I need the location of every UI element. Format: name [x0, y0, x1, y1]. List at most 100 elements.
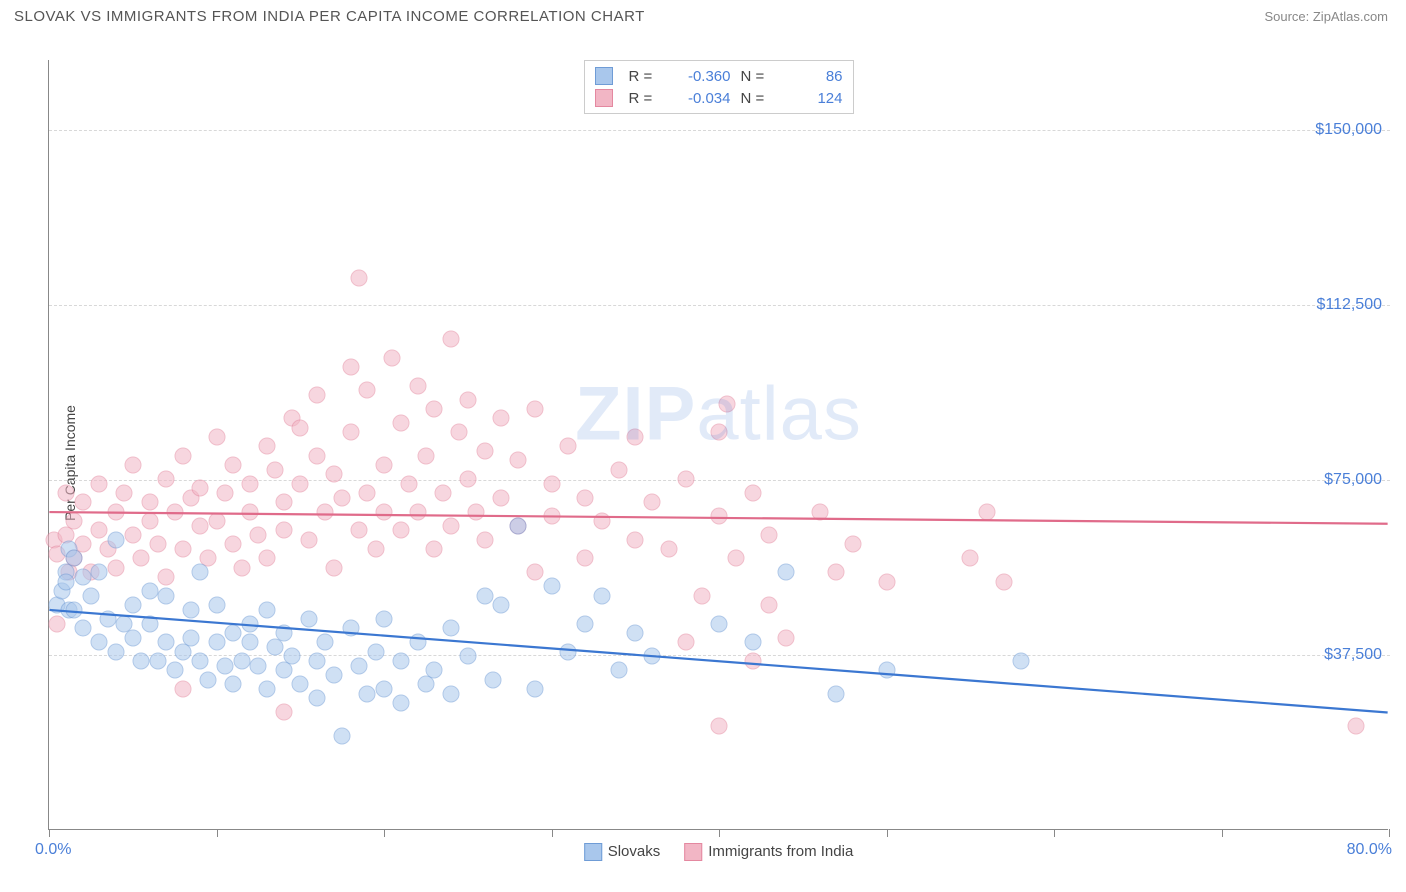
data-point-slovaks — [225, 676, 242, 693]
r-value-slovaks: -0.360 — [669, 68, 731, 85]
data-point-slovaks — [526, 681, 543, 698]
data-point-india — [459, 391, 476, 408]
data-point-slovaks — [233, 653, 250, 670]
data-point-india — [476, 531, 493, 548]
r-label: R = — [629, 68, 659, 85]
data-point-india — [258, 550, 275, 567]
data-point-india — [468, 503, 485, 520]
data-point-india — [811, 503, 828, 520]
correlation-legend: R = -0.360 N = 86 R = -0.034 N = 124 — [584, 60, 854, 114]
data-point-india — [392, 522, 409, 539]
data-point-slovaks — [74, 620, 91, 637]
data-point-india — [250, 527, 267, 544]
swatch-slovaks — [595, 67, 613, 85]
data-point-india — [275, 494, 292, 511]
data-point-slovaks — [309, 690, 326, 707]
data-point-slovaks — [191, 653, 208, 670]
data-point-slovaks — [66, 601, 83, 618]
data-point-india — [711, 424, 728, 441]
data-point-slovaks — [283, 648, 300, 665]
data-point-india — [995, 573, 1012, 590]
data-point-india — [845, 536, 862, 553]
data-point-slovaks — [744, 634, 761, 651]
data-point-slovaks — [1012, 653, 1029, 670]
data-point-slovaks — [350, 657, 367, 674]
data-point-slovaks — [133, 653, 150, 670]
data-point-slovaks — [141, 615, 158, 632]
data-point-slovaks — [216, 657, 233, 674]
data-point-india — [275, 522, 292, 539]
data-point-india — [275, 704, 292, 721]
data-point-slovaks — [376, 611, 393, 628]
data-point-india — [376, 457, 393, 474]
data-point-slovaks — [91, 634, 108, 651]
data-point-india — [744, 653, 761, 670]
gridline — [49, 305, 1390, 306]
data-point-india — [560, 438, 577, 455]
data-point-india — [166, 503, 183, 520]
data-point-india — [334, 489, 351, 506]
data-point-india — [225, 536, 242, 553]
data-point-india — [577, 489, 594, 506]
data-point-india — [342, 424, 359, 441]
data-point-india — [292, 475, 309, 492]
data-point-slovaks — [158, 587, 175, 604]
data-point-india — [434, 485, 451, 502]
data-point-slovaks — [242, 634, 259, 651]
data-point-india — [593, 513, 610, 530]
data-point-india — [225, 457, 242, 474]
x-tick — [217, 829, 218, 837]
chart-container: Per Capita Income R = -0.360 N = 86 R = … — [0, 34, 1406, 892]
data-point-india — [610, 461, 627, 478]
data-point-india — [359, 382, 376, 399]
data-point-slovaks — [443, 620, 460, 637]
data-point-slovaks — [66, 550, 83, 567]
data-point-slovaks — [644, 648, 661, 665]
x-tick — [384, 829, 385, 837]
data-point-india — [359, 485, 376, 502]
data-point-india — [191, 480, 208, 497]
data-point-slovaks — [166, 662, 183, 679]
data-point-slovaks — [878, 662, 895, 679]
x-tick — [49, 829, 50, 837]
data-point-india — [426, 401, 443, 418]
r-label: R = — [629, 90, 659, 107]
data-point-slovaks — [543, 578, 560, 595]
data-point-india — [124, 527, 141, 544]
data-point-india — [367, 541, 384, 558]
chart-title: SLOVAK VS IMMIGRANTS FROM INDIA PER CAPI… — [14, 8, 645, 25]
x-axis-min-label: 0.0% — [35, 841, 71, 859]
data-point-india — [384, 349, 401, 366]
legend-row-india: R = -0.034 N = 124 — [595, 87, 843, 109]
data-point-slovaks — [183, 601, 200, 618]
data-point-slovaks — [627, 625, 644, 642]
data-point-slovaks — [242, 615, 259, 632]
data-point-india — [476, 443, 493, 460]
data-point-india — [208, 429, 225, 446]
y-tick-label: $37,500 — [1324, 646, 1382, 664]
data-point-india — [325, 559, 342, 576]
data-point-slovaks — [258, 681, 275, 698]
data-point-india — [91, 475, 108, 492]
data-point-india — [309, 387, 326, 404]
data-point-slovaks — [275, 625, 292, 642]
data-point-india — [962, 550, 979, 567]
r-value-india: -0.034 — [669, 90, 731, 107]
data-point-india — [325, 466, 342, 483]
data-point-india — [526, 401, 543, 418]
data-point-slovaks — [124, 629, 141, 646]
data-point-slovaks — [108, 643, 125, 660]
swatch-india — [684, 843, 702, 861]
data-point-slovaks — [560, 643, 577, 660]
x-tick — [552, 829, 553, 837]
data-point-india — [719, 396, 736, 413]
data-point-india — [543, 475, 560, 492]
y-tick-label: $112,500 — [1316, 296, 1382, 314]
data-point-india — [175, 681, 192, 698]
data-point-india — [1347, 718, 1364, 735]
data-point-india — [233, 559, 250, 576]
data-point-slovaks — [342, 620, 359, 637]
data-point-slovaks — [367, 643, 384, 660]
data-point-india — [158, 569, 175, 586]
data-point-india — [74, 494, 91, 511]
